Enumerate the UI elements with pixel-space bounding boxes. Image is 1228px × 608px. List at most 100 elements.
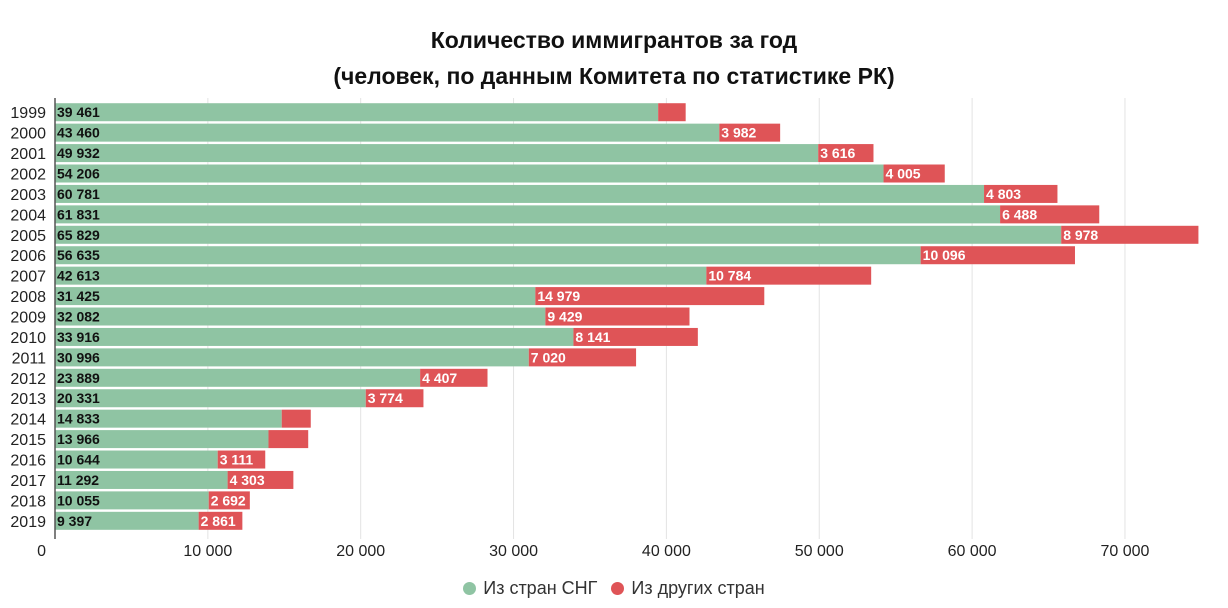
data-label-other-2012: 4 407 xyxy=(422,370,457,386)
data-label-cis-2010: 33 916 xyxy=(57,329,100,345)
bar-cis-2013 xyxy=(55,389,366,408)
data-label-cis-2002: 54 206 xyxy=(57,166,100,182)
data-label-other-2016: 3 111 xyxy=(220,452,254,468)
data-label-other-2000: 3 982 xyxy=(721,125,756,141)
x-tick-label-40000: 40 000 xyxy=(642,543,691,560)
chart-subtitle: (человек, по данным Комитета по статисти… xyxy=(333,63,895,89)
x-tick-label-60000: 60 000 xyxy=(948,543,997,560)
y-tick-label-2003: 2003 xyxy=(10,187,46,204)
data-label-other-2001: 3 616 xyxy=(820,145,855,161)
legend-label-cis: Из стран СНГ xyxy=(483,578,598,598)
bar-cis-2019 xyxy=(55,511,199,530)
data-label-other-2013: 3 774 xyxy=(368,390,403,406)
bar-other-2018 xyxy=(208,491,250,510)
data-label-cis-2017: 11 292 xyxy=(57,472,99,488)
data-label-cis-2004: 61 831 xyxy=(57,206,100,222)
y-tick-label-2011: 2011 xyxy=(12,350,47,367)
y-tick-label-2015: 2015 xyxy=(10,432,46,449)
y-tick-label-2004: 2004 xyxy=(10,207,46,224)
bar-cis-2004 xyxy=(55,205,1001,224)
y-tick-label-2017: 2017 xyxy=(10,473,46,490)
y-tick-label-1999: 1999 xyxy=(10,105,46,122)
bar-other-2006 xyxy=(920,246,1075,265)
data-label-cis-2014: 14 833 xyxy=(57,411,100,427)
bar-cis-2016 xyxy=(55,450,218,469)
bar-cis-2014 xyxy=(55,409,282,428)
bar-cis-2005 xyxy=(55,225,1062,244)
y-tick-label-2001: 2001 xyxy=(10,146,46,163)
data-label-other-2009: 9 429 xyxy=(547,309,582,325)
bar-cis-2012 xyxy=(55,368,421,387)
bar-cis-2007 xyxy=(55,266,707,285)
legend-item-other[interactable]: Из других стран xyxy=(611,578,765,599)
bar-cis-2015 xyxy=(55,430,269,449)
bar-other-2012 xyxy=(420,368,488,387)
data-label-cis-2003: 60 781 xyxy=(57,186,100,202)
legend-item-cis[interactable]: Из стран СНГ xyxy=(463,578,597,599)
y-tick-label-2014: 2014 xyxy=(10,412,46,429)
bar-cis-2000 xyxy=(55,123,720,142)
data-label-cis-2011: 30 996 xyxy=(57,349,100,365)
y-tick-label-2016: 2016 xyxy=(10,453,46,470)
bar-other-2001 xyxy=(818,144,874,163)
y-tick-label-2013: 2013 xyxy=(10,391,46,408)
data-label-cis-2005: 65 829 xyxy=(57,227,100,243)
bar-cis-2001 xyxy=(55,144,819,163)
bar-cis-2006 xyxy=(55,246,921,265)
data-label-cis-2009: 32 082 xyxy=(57,309,100,325)
y-tick-label-2019: 2019 xyxy=(10,514,46,531)
bar-other-2017 xyxy=(227,470,294,489)
bar-other-2013 xyxy=(365,389,424,408)
x-tick-label-0: 0 xyxy=(37,543,46,560)
legend-label-other: Из других стран xyxy=(631,578,765,598)
bar-other-1999 xyxy=(658,103,686,122)
bar-cis-2008 xyxy=(55,287,536,306)
chart-title: Количество иммигрантов за год xyxy=(430,27,798,53)
data-label-cis-2008: 31 425 xyxy=(57,288,100,304)
y-tick-label-2012: 2012 xyxy=(10,371,46,388)
bar-other-2007 xyxy=(706,266,872,285)
data-label-cis-2018: 10 055 xyxy=(57,492,100,508)
x-tick-label-20000: 20 000 xyxy=(336,543,385,560)
data-label-cis-2001: 49 932 xyxy=(57,145,100,161)
bar-other-2014 xyxy=(281,409,311,428)
y-tick-label-2002: 2002 xyxy=(10,167,46,184)
legend-swatch-cis xyxy=(463,582,477,595)
legend-swatch-other xyxy=(611,582,625,595)
bar-other-2015 xyxy=(268,430,309,449)
data-label-other-2006: 10 096 xyxy=(923,247,966,263)
x-tick-label-70000: 70 000 xyxy=(1100,543,1149,560)
data-label-other-2010: 8 141 xyxy=(575,329,610,345)
bar-cis-2017 xyxy=(55,470,228,489)
bar-other-2011 xyxy=(528,348,637,367)
bar-other-2016 xyxy=(217,450,266,469)
bar-cis-2010 xyxy=(55,327,574,346)
bar-other-2003 xyxy=(984,184,1058,203)
data-label-cis-2015: 13 966 xyxy=(57,431,100,447)
data-label-other-2019: 2 861 xyxy=(201,513,236,529)
data-label-other-2008: 14 979 xyxy=(537,288,580,304)
data-label-other-2005: 8 978 xyxy=(1063,227,1098,243)
x-tick-label-10000: 10 000 xyxy=(183,543,232,560)
data-label-other-2011: 7 020 xyxy=(531,349,566,365)
bar-other-2000 xyxy=(719,123,781,142)
y-tick-label-2007: 2007 xyxy=(10,269,46,286)
bar-cis-2018 xyxy=(55,491,209,510)
bar-cis-2009 xyxy=(55,307,546,326)
y-tick-label-2005: 2005 xyxy=(10,228,46,245)
data-label-cis-2019: 9 397 xyxy=(57,513,92,529)
bar-cis-2003 xyxy=(55,184,985,203)
chart-legend: Из стран СНГ Из других стран xyxy=(0,578,1228,599)
data-label-cis-1999: 39 461 xyxy=(57,104,100,120)
bar-other-2002 xyxy=(883,164,945,183)
bar-cis-1999 xyxy=(55,103,659,122)
data-label-other-2002: 4 005 xyxy=(886,166,921,182)
data-label-other-2018: 2 692 xyxy=(211,492,246,508)
data-label-cis-2016: 10 644 xyxy=(57,452,100,468)
bar-other-2019 xyxy=(198,511,243,530)
y-tick-label-2018: 2018 xyxy=(10,493,46,510)
data-label-other-2004: 6 488 xyxy=(1002,206,1037,222)
bar-cis-2011 xyxy=(55,348,529,367)
y-tick-label-2000: 2000 xyxy=(10,126,46,143)
